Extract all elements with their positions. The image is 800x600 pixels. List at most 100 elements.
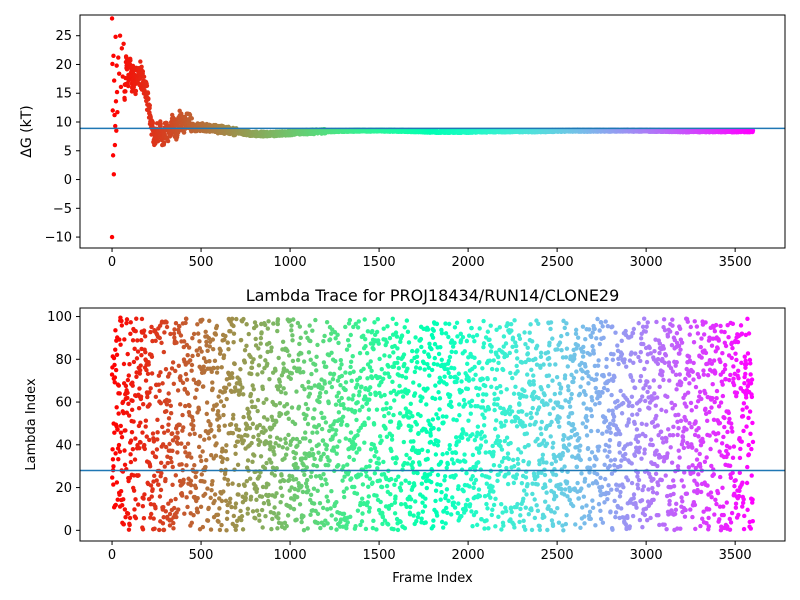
lambda-point [316, 422, 322, 428]
x-tick-label: 0 [108, 255, 116, 270]
lambda-point [208, 422, 213, 427]
lambda-point [329, 331, 334, 336]
lambda-point [271, 321, 276, 326]
lambda-point [178, 374, 183, 379]
delta-g-point [144, 83, 150, 89]
lambda-point [250, 383, 255, 388]
lambda-point [171, 381, 177, 387]
lambda-point [256, 346, 261, 351]
lambda-point [171, 331, 177, 336]
lambda-point [232, 361, 237, 367]
lambda-point [219, 498, 225, 504]
lambda-point [128, 438, 134, 443]
lambda-point [230, 481, 235, 486]
lambda-point [294, 517, 299, 522]
lambda-point [143, 424, 148, 429]
lambda-point [234, 316, 239, 322]
lambda-point [249, 440, 254, 446]
lambda-point [355, 325, 361, 330]
lambda-point [319, 426, 325, 432]
lambda-point [175, 435, 180, 441]
lambda-point [339, 395, 344, 401]
lambda-point [117, 391, 122, 396]
lambda-point [354, 491, 360, 496]
lambda-point [117, 337, 122, 342]
lambda-point [295, 465, 300, 470]
lambda-point [125, 390, 130, 396]
lambda-point [311, 451, 316, 457]
lambda-point [195, 352, 201, 358]
lambda-point [168, 411, 174, 416]
lambda-point [185, 353, 190, 358]
lambda-point [312, 407, 317, 412]
lambda-point [263, 514, 268, 519]
lambda-point [275, 317, 281, 322]
lambda-point [141, 402, 146, 407]
lambda-point [319, 410, 324, 416]
lambda-point [190, 353, 195, 359]
x-tick-label: 2000 [452, 255, 485, 270]
lambda-point [176, 363, 182, 369]
lambda-point [257, 439, 263, 444]
lambda-point [221, 403, 227, 409]
lambda-point [197, 380, 202, 385]
lambda-point [324, 364, 329, 369]
lambda-point [315, 342, 320, 348]
delta-g-point [113, 123, 118, 129]
delta-g-point [113, 99, 119, 104]
lambda-point [243, 495, 248, 501]
lambda-point [110, 475, 115, 480]
lambda-point [180, 380, 186, 385]
lambda-point [225, 509, 230, 515]
lambda-point [282, 478, 287, 484]
lambda-point [330, 376, 336, 382]
lambda-point [116, 442, 122, 448]
lambda-point [188, 490, 193, 495]
lambda-point [327, 458, 332, 463]
lambda-point [125, 511, 131, 516]
lambda-point [293, 461, 298, 467]
lambda-point [339, 419, 345, 424]
lambda-point [234, 523, 239, 529]
lambda-point [160, 424, 165, 430]
lambda-point [193, 485, 199, 491]
lambda-point [197, 339, 202, 344]
lambda-point [273, 368, 278, 373]
lambda-point [231, 513, 237, 519]
lambda-point [240, 385, 245, 390]
lambda-point [133, 436, 138, 441]
delta-g-point [117, 33, 123, 38]
delta-g-y-axis-label: ΔG (kT) [19, 105, 35, 157]
lambda-point [212, 498, 217, 504]
lambda-point [297, 366, 302, 371]
lambda-point [323, 477, 328, 482]
lambda-point [307, 323, 312, 328]
lambda-point [343, 387, 348, 393]
lambda-point [324, 319, 330, 325]
lambda-point [337, 439, 342, 444]
lambda-point [344, 486, 349, 491]
lambda-point [358, 472, 364, 477]
lambda-point [141, 515, 147, 521]
lambda-point [245, 506, 251, 511]
lambda-point [199, 458, 204, 464]
lambda-point [267, 434, 273, 439]
lambda-point [149, 494, 154, 499]
lambda-point [113, 347, 118, 352]
lambda-point [257, 422, 263, 428]
lambda-point [346, 343, 352, 348]
lambda-point [119, 502, 125, 508]
lambda-point [251, 434, 256, 440]
delta-g-point [109, 16, 115, 21]
lambda-point [136, 405, 142, 411]
lambda-point [155, 417, 160, 423]
lambda-point [231, 412, 236, 418]
lambda-point [348, 359, 354, 365]
lambda-point [284, 523, 289, 529]
lambda-point [311, 501, 317, 506]
lambda-point [205, 518, 211, 523]
lambda-point [165, 460, 170, 466]
lambda-point [350, 397, 355, 402]
lambda-point [157, 388, 162, 394]
lambda-point [221, 353, 227, 358]
